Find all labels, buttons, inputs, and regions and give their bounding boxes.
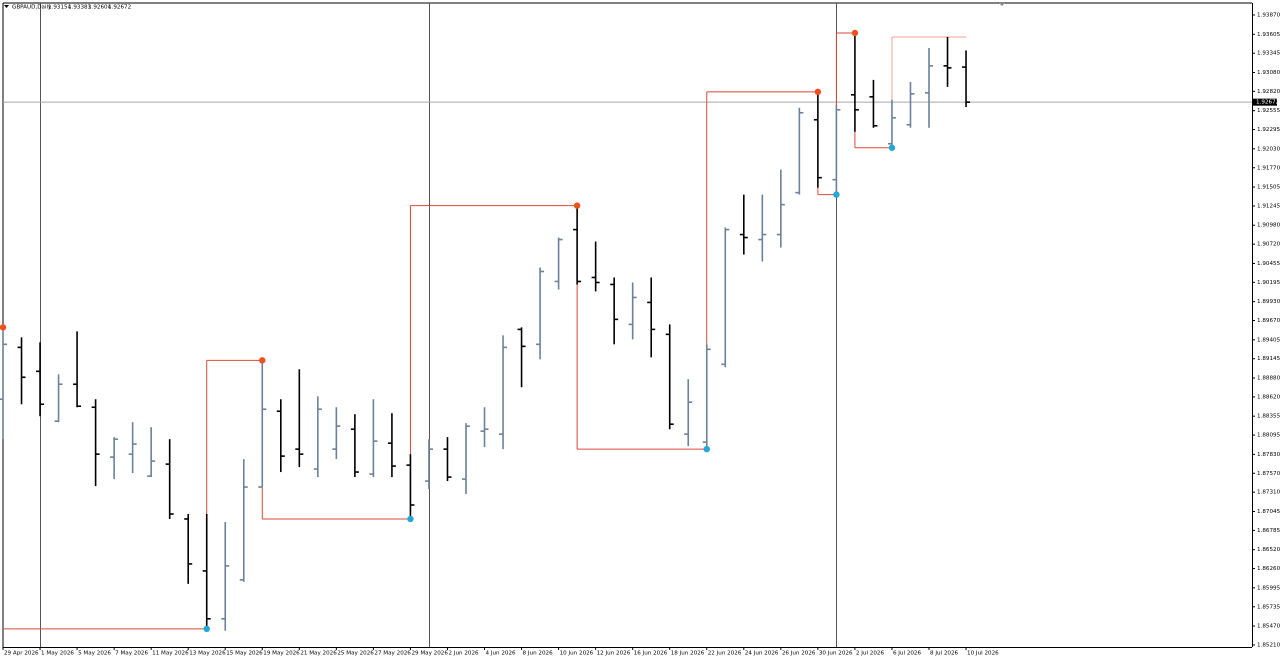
x-tick-label: 7 May 2026 (115, 651, 148, 657)
header-open: 1.93154 (48, 5, 72, 11)
x-tick-label: 11 May 2026 (152, 651, 189, 657)
x-tick-label: 1 May 2026 (41, 651, 74, 657)
y-tick-label: 1.90980 (1257, 223, 1281, 229)
x-tick-label: 21 May 2026 (300, 651, 337, 657)
x-tick-label: 16 Jun 2026 (634, 651, 668, 657)
pivot-high (0, 324, 7, 331)
x-tick-label: 26 Jun 2026 (782, 651, 816, 657)
x-tick-label: 4 Jun 2026 (486, 651, 517, 657)
y-tick-label: 1.85995 (1257, 585, 1281, 591)
x-tick-label: 2 Jun 2026 (448, 651, 479, 657)
y-tick-label: 1.91505 (1257, 185, 1281, 191)
y-tick-label: 1.93870 (1257, 13, 1281, 19)
x-tick-label: 8 Jun 2026 (523, 651, 554, 657)
header-close: 1.92672 (108, 5, 131, 11)
pivot-low (703, 445, 710, 453)
y-tick-label: 1.88880 (1257, 375, 1281, 381)
x-tick-label: 29 Apr 2026 (4, 651, 39, 657)
y-tick-label: 1.89930 (1257, 299, 1281, 305)
x-tick-label: 8 Jul 2026 (930, 651, 959, 657)
x-tick-label: 6 Jul 2026 (893, 651, 922, 657)
x-tick-label: 29 May 2026 (411, 651, 448, 657)
header-menu-icon[interactable] (4, 5, 9, 8)
pivot-high (814, 88, 822, 96)
pivot-high (573, 202, 581, 209)
x-tick-label: 5 May 2026 (78, 651, 111, 657)
y-tick-label: 1.92820 (1257, 89, 1281, 95)
y-tick-label: 1.93605 (1257, 32, 1281, 38)
x-tick-label: 25 May 2026 (337, 651, 374, 657)
pivot-high (259, 357, 266, 364)
y-tick-label: 1.92295 (1257, 127, 1281, 133)
y-tick-label: 1.87570 (1257, 471, 1281, 477)
x-tick-label: 10 Jul 2026 (967, 651, 999, 657)
price-label-box (1253, 98, 1277, 106)
x-tick-label: 30 Jun 2026 (819, 651, 853, 657)
x-tick-label: 19 May 2026 (263, 651, 300, 657)
y-tick-label: 1.87045 (1257, 509, 1281, 515)
y-tick-label: 1.90720 (1257, 242, 1281, 248)
y-tick-label: 1.89405 (1257, 337, 1281, 343)
x-tick-label: 10 Jun 2026 (560, 651, 594, 657)
y-tick-label: 1.85735 (1257, 604, 1281, 610)
x-tick-label: 2 Jul 2026 (856, 651, 885, 657)
x-tick-label: 13 May 2026 (189, 651, 226, 657)
x-tick-label: 12 Jun 2026 (597, 651, 631, 657)
pivot-low (833, 191, 840, 198)
y-tick-label: 1.86785 (1257, 528, 1281, 534)
x-tick-label: 18 Jun 2026 (671, 651, 705, 657)
y-tick-label: 1.92555 (1257, 108, 1281, 114)
y-tick-label: 1.88095 (1257, 433, 1281, 439)
y-tick-label: 1.90455 (1257, 261, 1281, 267)
y-tick-label: 1.89145 (1257, 356, 1281, 362)
x-tick-label: 27 May 2026 (374, 651, 411, 657)
y-tick-label: 1.93345 (1257, 51, 1281, 57)
y-tick-label: 1.88620 (1257, 394, 1281, 400)
header-high: 1.93383 (68, 5, 92, 11)
x-tick-label: 24 Jun 2026 (745, 651, 779, 657)
pivot-low (203, 625, 210, 633)
y-tick-label: 1.91770 (1257, 165, 1281, 171)
header-low: 1.92604 (88, 5, 112, 11)
y-tick-label: 1.87310 (1257, 490, 1281, 496)
pivot-high (851, 29, 859, 37)
y-tick-label: 1.90195 (1257, 280, 1281, 286)
y-tick-label: 1.85210 (1257, 642, 1281, 648)
pivot-low (888, 144, 896, 151)
price-label: 1.92672 (1256, 100, 1279, 106)
symbol-label: GBPAUD,Daily (12, 5, 52, 11)
x-tick-label: 15 May 2026 (226, 651, 263, 657)
y-tick-label: 1.86520 (1257, 547, 1281, 553)
y-tick-label: 1.88355 (1257, 414, 1281, 420)
y-tick-label: 1.92030 (1257, 146, 1281, 152)
y-tick-label: 1.93080 (1257, 70, 1281, 76)
pivot-low (407, 515, 414, 523)
y-tick-label: 1.89670 (1257, 318, 1281, 324)
y-tick-label: 1.87830 (1257, 452, 1281, 458)
y-tick-label: 1.91245 (1257, 203, 1281, 209)
y-tick-label: 1.86260 (1257, 566, 1281, 572)
x-tick-label: 22 Jun 2026 (708, 651, 742, 657)
chart-shift-marker[interactable] (998, 2, 1006, 6)
y-tick-label: 1.85470 (1257, 624, 1281, 630)
